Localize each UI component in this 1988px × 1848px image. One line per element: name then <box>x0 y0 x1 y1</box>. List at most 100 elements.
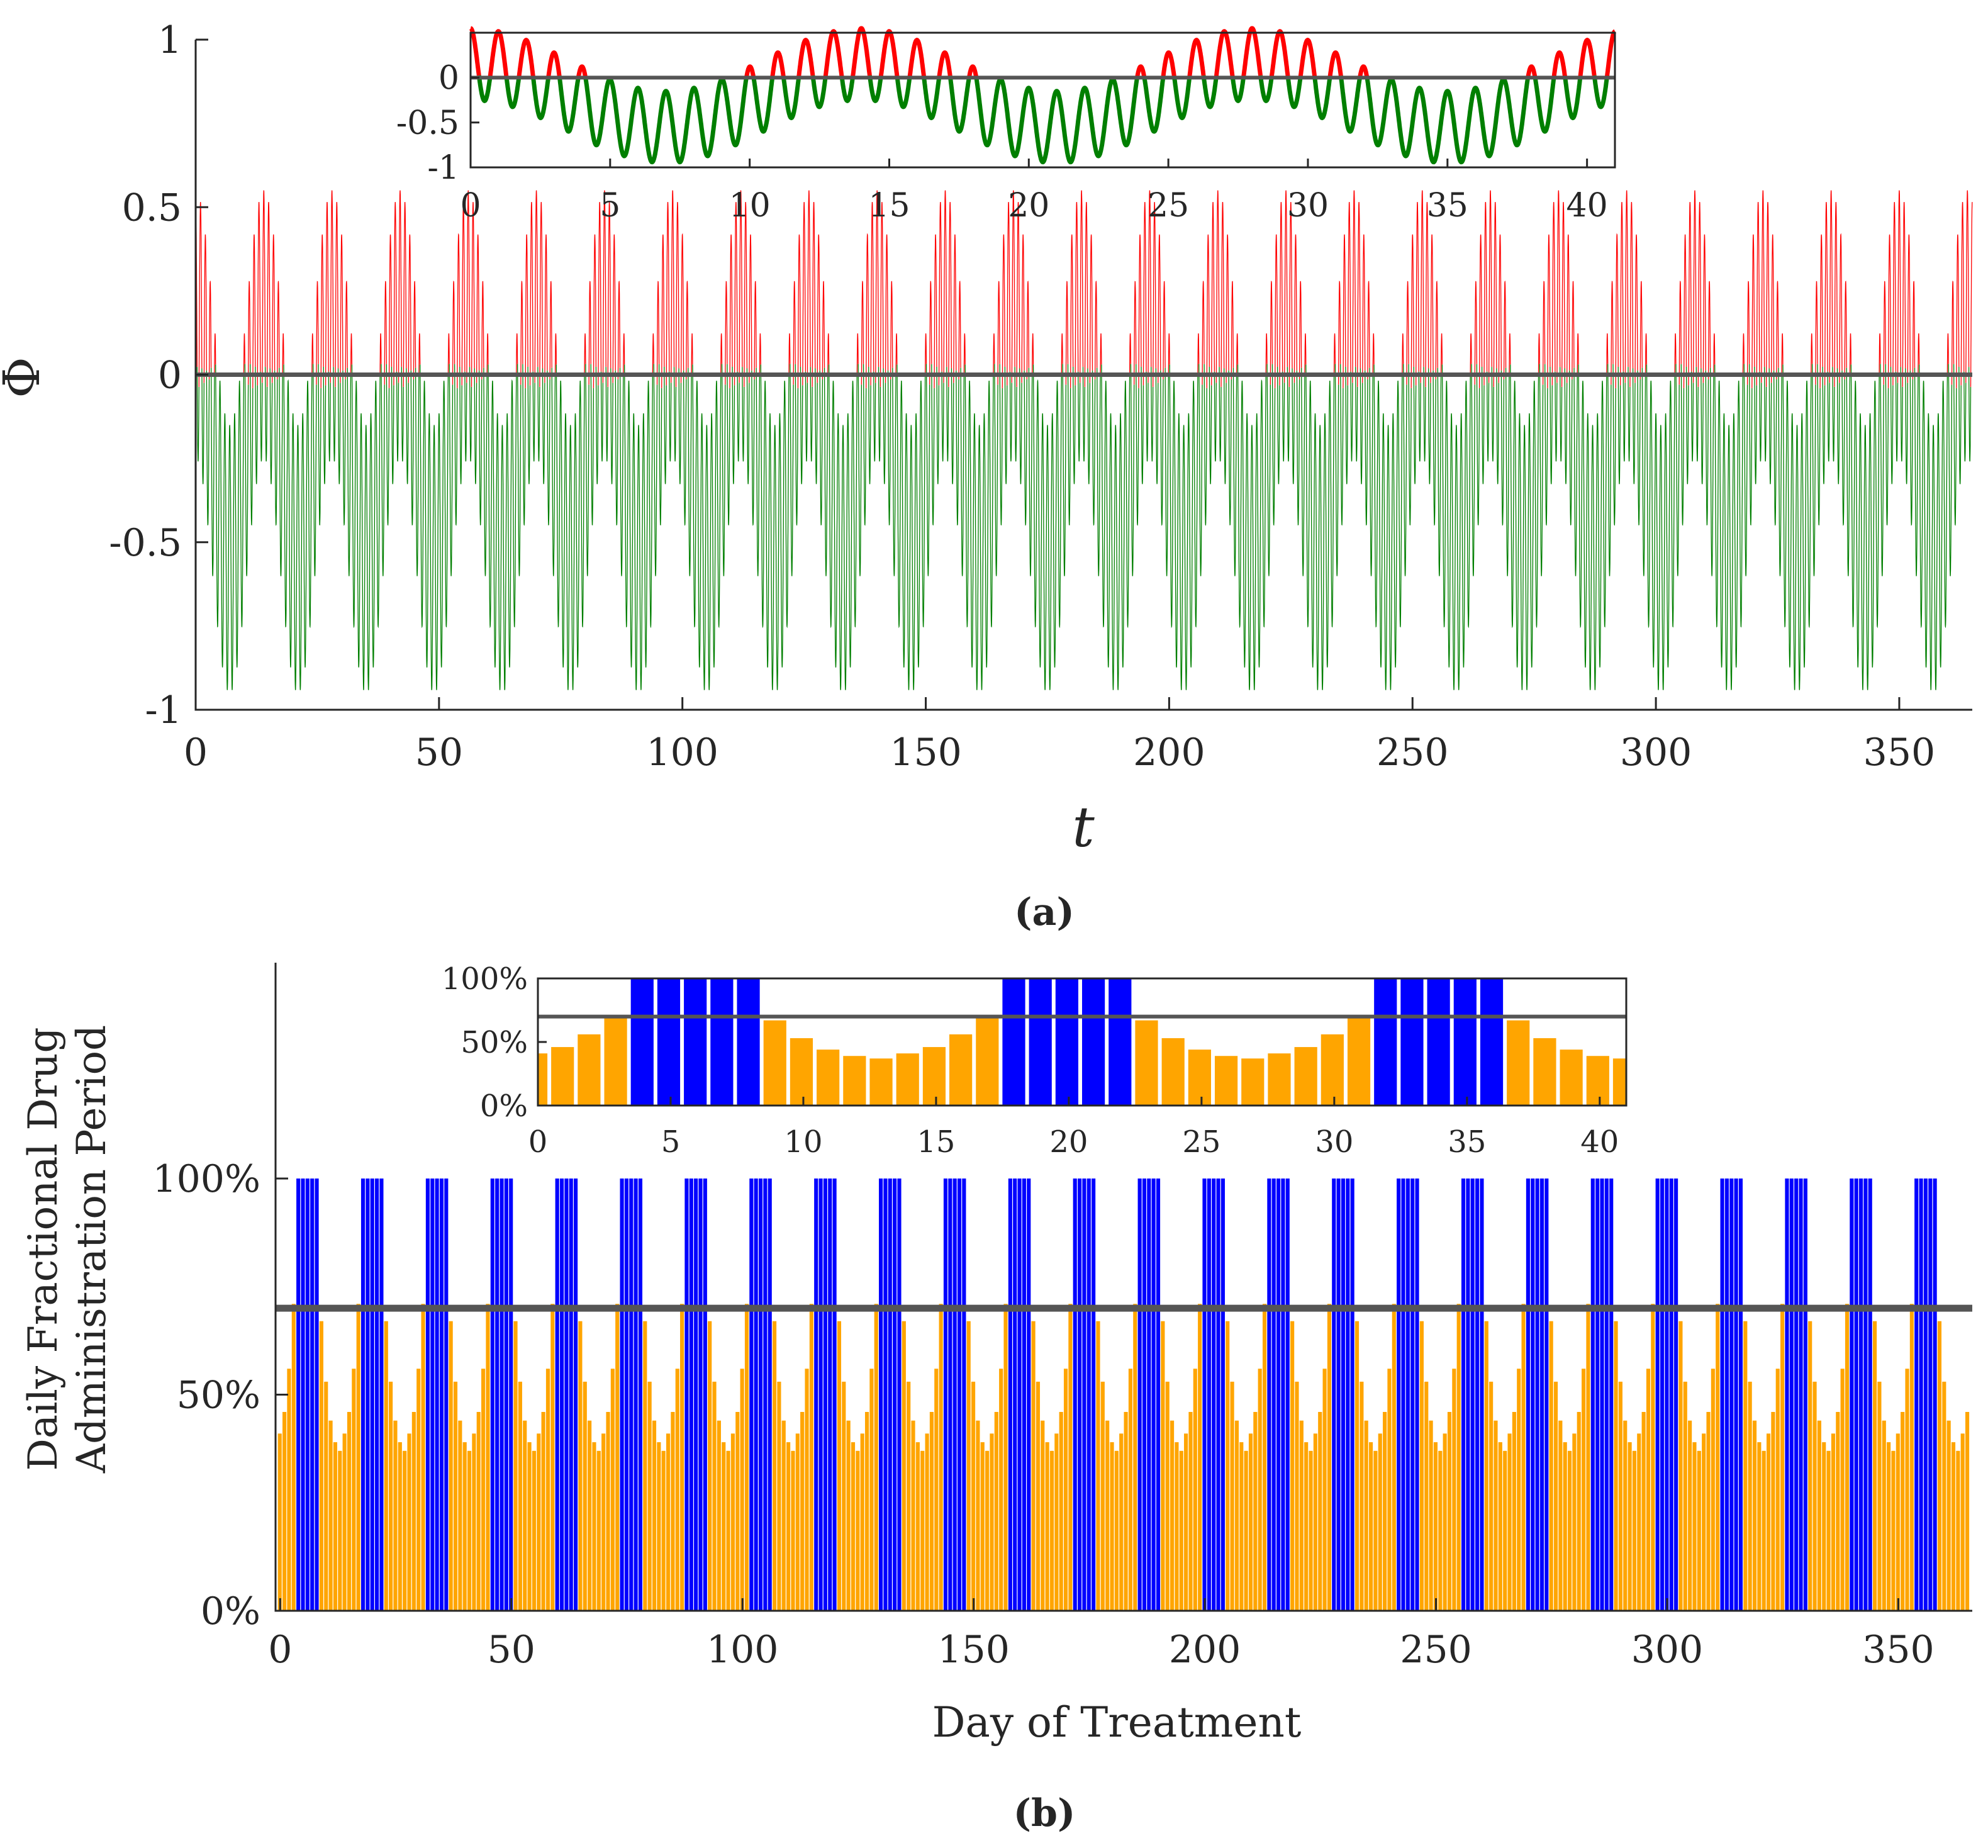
panel-b-full-dose-bar <box>1868 1179 1872 1611</box>
panel-b-full-dose-bar <box>758 1179 763 1611</box>
panel-b-partial-dose-bar <box>990 1433 994 1611</box>
panel-b-full-dose-bar <box>1600 1179 1604 1611</box>
panel-b-partial-dose-bar <box>1711 1369 1715 1611</box>
panel-b-partial-dose-bar <box>481 1369 486 1611</box>
panel-b-full-dose-bar <box>305 1179 310 1611</box>
panel-b-full-dose-bar <box>574 1179 578 1611</box>
inset-b-partial-dose-bar <box>551 1047 574 1106</box>
panel-b-partial-dose-bar <box>1258 1369 1262 1611</box>
panel-b-partial-dose-bar <box>458 1420 462 1611</box>
panel-b-partial-dose-bar <box>384 1321 388 1611</box>
panel-b-partial-dose-bar <box>1239 1442 1244 1611</box>
panel-b-partial-dose-bar <box>925 1433 929 1611</box>
panel-b-y-axis-label-line-1: Daily Fractional Drug <box>20 1028 67 1471</box>
panel-b-partial-dose-bar <box>523 1420 527 1611</box>
panel-b-partial-dose-bar <box>1489 1381 1494 1611</box>
panel-b-full-dose-bar <box>1137 1179 1142 1611</box>
panel-b-partial-dose-bar <box>1368 1442 1373 1611</box>
panel-b-partial-dose-bar <box>1882 1420 1886 1611</box>
panel-b-partial-dose-bar <box>333 1442 338 1611</box>
panel-b-partial-dose-bar <box>393 1420 398 1611</box>
panel-b-partial-dose-bar <box>666 1433 671 1611</box>
panel-b-partial-dose-bar <box>1327 1304 1331 1611</box>
panel-b-full-dose-bar <box>1346 1179 1350 1611</box>
panel-b-full-dose-bar <box>500 1179 504 1611</box>
panel-b-partial-dose-bar <box>934 1369 939 1611</box>
inset-b-partial-dose-bar <box>949 1034 973 1106</box>
panel-b-full-dose-bar <box>1729 1179 1734 1611</box>
inset-b-partial-dose-bar <box>1214 1056 1238 1106</box>
panel-b-full-dose-bar <box>1285 1179 1290 1611</box>
inset-b-x-tick-label: 5 <box>661 1124 681 1160</box>
panel-b-full-dose-bar <box>828 1179 832 1611</box>
panel-b-full-dose-bar <box>1405 1179 1410 1611</box>
panel-b-full-dose-bar <box>1202 1179 1207 1611</box>
panel-b-full-dose-bar <box>952 1179 957 1611</box>
panel-b-partial-dose-bar <box>1567 1450 1572 1611</box>
panel-b-partial-dose-bar <box>287 1369 291 1611</box>
panel-b-full-dose-bar <box>1332 1179 1336 1611</box>
panel-b-partial-dose-bar <box>1845 1304 1850 1611</box>
panel-b-partial-dose-bar <box>319 1321 323 1611</box>
panel-b-partial-dose-bar <box>1942 1381 1946 1611</box>
inset-daily-fraction-bars <box>538 978 1626 1106</box>
inset-b-partial-dose-bar <box>1188 1050 1211 1106</box>
panel-a-x-tick-label: 350 <box>1863 731 1936 775</box>
panel-a-x-tick-label: 50 <box>415 731 463 775</box>
panel-b-partial-dose-bar <box>777 1381 781 1611</box>
panel-b-partial-dose-bar <box>1429 1420 1433 1611</box>
panel-b-full-dose-bar <box>296 1179 301 1611</box>
panel-b-partial-dose-bar <box>920 1450 925 1611</box>
panel-b-partial-dose-bar <box>467 1450 472 1611</box>
panel-b-partial-dose-bar <box>1965 1411 1970 1611</box>
panel-b-partial-dose-bar <box>277 1433 282 1611</box>
panel-b-full-dose-bar <box>620 1179 624 1611</box>
panel-b-partial-dose-bar <box>647 1381 652 1611</box>
panel-b-full-dose-bar <box>1078 1179 1082 1611</box>
panel-b-partial-dose-bar <box>1572 1433 1577 1611</box>
panel-b-full-dose-bar <box>495 1179 500 1611</box>
panel-b-full-dose-bar <box>1919 1179 1923 1611</box>
panel-b-partial-dose-bar <box>1244 1450 1248 1611</box>
panel-b-partial-dose-bar <box>1840 1369 1845 1611</box>
panel-b-full-dose-bar <box>1281 1179 1285 1611</box>
inset-b-full-dose-bar <box>1055 978 1078 1106</box>
panel-b-full-dose-bar <box>1539 1179 1544 1611</box>
panel-b-ticks: 0 50 100 150 200 250 300 350 0% 50% 100% <box>152 1157 1934 1672</box>
panel-b-partial-dose-bar <box>1563 1442 1567 1611</box>
panel-b-partial-dose-bar <box>1161 1321 1165 1611</box>
panel-b-partial-dose-bar <box>966 1321 971 1611</box>
panel-b-full-dose-bar <box>638 1179 643 1611</box>
panel-b-full-dose-bar <box>1220 1179 1225 1611</box>
panel-b-partial-dose-bar <box>342 1433 347 1611</box>
panel-b-full-dose-bar <box>1410 1179 1415 1611</box>
panel-b-partial-dose-bar <box>545 1369 550 1611</box>
inset-a-x-tick-label: 30 <box>1287 187 1329 225</box>
panel-b-partial-dose-bar <box>1891 1450 1896 1611</box>
panel-b-full-dose-bar <box>1142 1179 1147 1611</box>
panel-b-partial-dose-bar <box>911 1420 915 1611</box>
panel-b-full-dose-bar <box>1470 1179 1475 1611</box>
panel-b-partial-dose-bar <box>1748 1381 1752 1611</box>
panel-b-partial-dose-bar <box>1822 1442 1826 1611</box>
panel-b-partial-dose-bar <box>1392 1304 1396 1611</box>
panel-b-partial-dose-bar <box>671 1411 675 1611</box>
panel-b-partial-dose-bar <box>1443 1433 1447 1611</box>
panel-b-full-dose-bar <box>1789 1179 1794 1611</box>
inset-b-partial-dose-bar <box>1135 1020 1158 1106</box>
panel-b-partial-dose-bar <box>1688 1420 1692 1611</box>
panel-b-partial-dose-bar <box>352 1369 356 1611</box>
panel-b-full-dose-bar <box>1480 1179 1484 1611</box>
panel-b-partial-dose-bar <box>1373 1450 1378 1611</box>
panel-b-partial-dose-bar <box>1702 1433 1706 1611</box>
inset-b-partial-dose-bar <box>869 1058 893 1106</box>
panel-b-full-dose-bar <box>1151 1179 1156 1611</box>
panel-b-partial-dose-bar <box>1230 1381 1234 1611</box>
panel-b-full-dose-bar <box>379 1179 384 1611</box>
panel-b-y-tick-label: 50% <box>177 1374 260 1418</box>
panel-b-partial-dose-bar <box>1100 1381 1105 1611</box>
panel-b-full-dose-bar <box>694 1179 698 1611</box>
panel-a-x-tick-label: 250 <box>1377 731 1449 775</box>
panel-b-partial-dose-bar <box>1452 1369 1456 1611</box>
panel-b-full-dose-bar <box>1609 1179 1614 1611</box>
